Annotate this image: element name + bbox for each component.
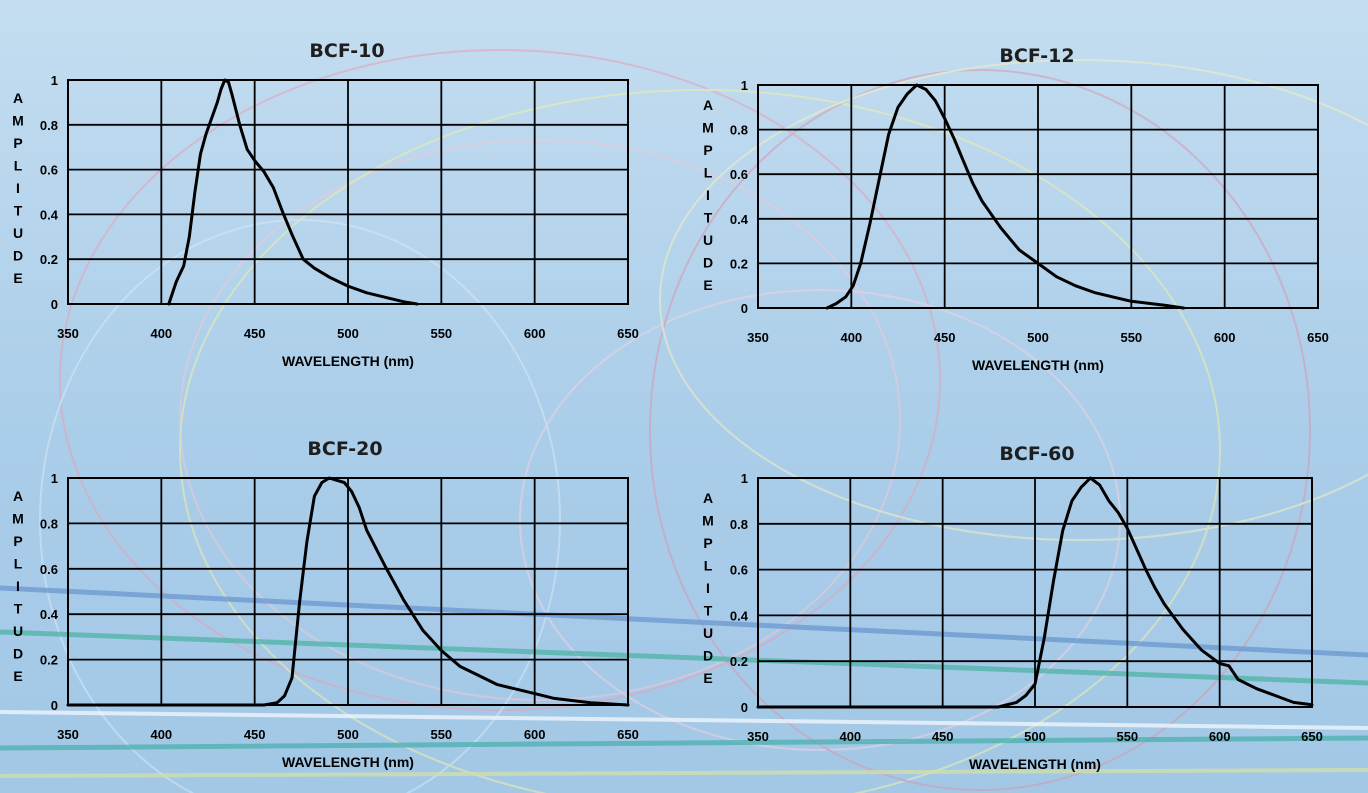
y-tick-label: 1 [741,78,748,93]
series-line [66,476,630,707]
y-tick-label: 0.4 [40,607,59,622]
y-tick-label: 0.6 [40,562,58,577]
series-line [825,83,1186,310]
x-tick-label: 350 [747,729,769,744]
y-tick-label: 0.8 [40,516,58,531]
x-tick-label: 550 [1120,330,1142,345]
x-tick-label: 350 [57,727,79,742]
x-tick-label: 450 [934,330,956,345]
y-tick-label: 0.4 [730,608,749,623]
x-axis-label: WAVELENGTH (nm) [972,357,1104,373]
chart-bcf-10: 350 400 450 500 550 600 650 0 0.2 0.4 0.6 0.8 1 BCF-1… [12,40,639,369]
x-tick-label: 450 [244,727,266,742]
x-tick-label: 500 [1024,729,1046,744]
y-tick-label: 0 [51,297,58,312]
y-tick-label: 0.8 [40,118,58,133]
y-tick-label: 0.2 [40,252,58,267]
chart-title: BCF-10 [309,40,384,62]
x-tick-label: 550 [430,727,452,742]
y-tick-label: 1 [741,471,748,486]
x-tick-label: 400 [839,729,861,744]
y-tick-label: 0.6 [40,163,58,178]
x-tick-label: 650 [1301,729,1323,744]
x-tick-label: 400 [840,330,862,345]
y-tick-label: 0.8 [730,123,748,138]
y-tick-label: 1 [51,471,58,486]
y-tick-label: 0 [51,698,58,713]
y-tick-label: 0 [741,700,748,715]
x-tick-label: 550 [430,326,452,341]
y-tick-label: 0.2 [40,653,58,668]
x-tick-label: 600 [524,727,546,742]
y-tick-label: 0.2 [730,654,748,669]
x-axis-label: WAVELENGTH (nm) [282,754,414,770]
chart-title: BCF-20 [307,438,382,460]
x-tick-label: 600 [1209,729,1231,744]
y-tick-label: 0.4 [730,212,749,227]
y-tick-label: 0 [741,301,748,316]
chart-title: BCF-60 [999,443,1074,465]
x-tick-label: 650 [617,326,639,341]
y-tick-label: 0.6 [730,167,748,182]
x-tick-label: 600 [524,326,546,341]
y-tick-label: 0.4 [40,207,59,222]
x-tick-label: 650 [1307,330,1329,345]
x-tick-label: 400 [150,326,172,341]
series-line [167,78,419,306]
x-axis-label: WAVELENGTH (nm) [282,353,414,369]
y-tick-label: 1 [51,73,58,88]
chart-bcf-20: 350 400 450 500 550 600 650 0 0.2 0.4 0.6 0.8 1 BCF-2… [12,438,639,770]
x-tick-label: 400 [150,727,172,742]
x-tick-label: 500 [337,727,359,742]
chart-bcf-60: 350 400 450 500 550 600 650 0 0.2 0.4 0.6 0.8 1 BCF-6… [702,443,1323,772]
chart-bcf-12: 350 400 450 500 550 600 650 0 0.2 0.4 0.6 0.8 1 BCF-1… [702,45,1329,373]
y-tick-label: 0.8 [730,517,748,532]
series-line [756,476,1314,709]
x-tick-label: 350 [57,326,79,341]
x-tick-label: 650 [617,727,639,742]
x-tick-label: 350 [747,330,769,345]
chart-title: BCF-12 [999,45,1074,67]
y-tick-label: 0.6 [730,563,748,578]
x-tick-label: 550 [1116,729,1138,744]
x-tick-label: 500 [1027,330,1049,345]
x-tick-label: 450 [244,326,266,341]
y-tick-label: 0.2 [730,256,748,271]
x-tick-label: 450 [932,729,954,744]
x-tick-label: 500 [337,326,359,341]
x-tick-label: 600 [1214,330,1236,345]
x-axis-label: WAVELENGTH (nm) [969,756,1101,772]
